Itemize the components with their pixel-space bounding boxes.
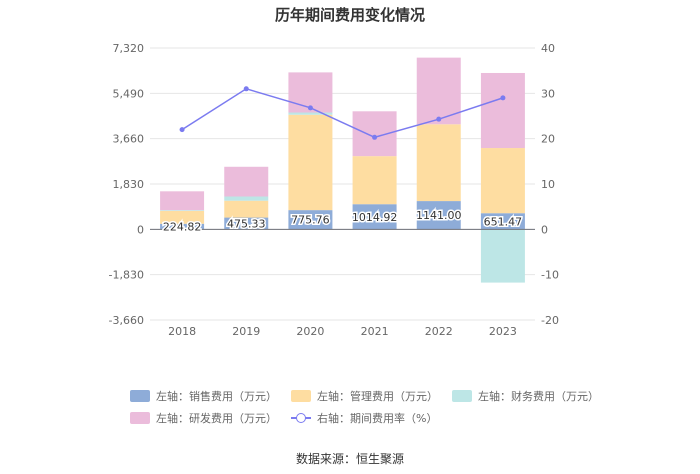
data-label-2020: 775.76 <box>291 214 330 227</box>
x-axis-ticks: 2018 2019 2020 2021 2022 2023 <box>168 325 517 338</box>
right-tick-label: 30 <box>541 87 555 100</box>
bar-2018-series-1 <box>160 210 205 224</box>
legend-item-admin[interactable]: 左轴：管理费用（万元） <box>291 388 438 404</box>
legend-item-rate[interactable]: 右轴：期间费用率（%） <box>291 410 437 426</box>
left-tick-label: -3,660 <box>109 314 144 327</box>
grid-lines <box>150 47 535 321</box>
left-tick-label: 5,490 <box>113 87 145 100</box>
rate-line <box>179 86 506 140</box>
left-tick-label: 1,830 <box>113 178 145 191</box>
bar-2019-series-2 <box>224 196 269 201</box>
left-axis-ticks: 7,320 5,490 3,660 1,830 0 -1,830 -3,660 <box>109 42 144 327</box>
x-tick-label-2020: 2020 <box>296 325 324 338</box>
bar-2019-series-1 <box>224 200 269 218</box>
left-tick-label: 7,320 <box>113 42 145 55</box>
legend-item-rnd[interactable]: 左轴：研发费用（万元） <box>130 410 277 426</box>
bar-2019-series-3 <box>224 166 269 197</box>
legend-swatch-rnd <box>130 412 150 424</box>
x-tick-label-2018: 2018 <box>168 325 196 338</box>
data-labels: 224.82 475.33 775.76 1014.92 1141.00 651.47 <box>161 208 523 235</box>
bar-2018-series-0 <box>160 223 205 230</box>
right-tick-label: 0 <box>541 223 548 236</box>
bar-2023-series-1 <box>480 148 525 214</box>
bar-2023-series-3 <box>480 72 525 149</box>
left-tick-label: 0 <box>137 223 144 236</box>
bar-group <box>160 57 525 283</box>
data-label-2023: 651.47 <box>484 215 523 228</box>
bar-2020-series-0 <box>288 210 333 230</box>
rate-point-2023 <box>500 95 506 101</box>
legend-label-finance: 左轴：财务费用（万元） <box>478 390 599 403</box>
legend-line-icon <box>291 412 311 424</box>
rate-point-2020 <box>307 105 313 111</box>
legend-item-sales[interactable]: 左轴：销售费用（万元） <box>130 388 277 404</box>
left-tick-label: 3,660 <box>113 133 145 146</box>
legend-item-finance[interactable]: 左轴：财务费用（万元） <box>452 388 599 404</box>
bar-2022-series-0 <box>416 201 461 230</box>
legend-label-rate: 右轴：期间费用率（%） <box>317 412 438 425</box>
rate-point-2019 <box>243 86 249 92</box>
data-label-2022: 1141.00 <box>416 209 462 222</box>
bar-2020-series-1 <box>288 114 333 211</box>
bar-2018-series-2 <box>160 210 205 211</box>
data-source: 数据来源：恒生聚源 <box>295 452 404 466</box>
bar-2022-series-3 <box>416 57 461 125</box>
right-tick-label: 40 <box>541 42 555 55</box>
x-tick-label-2022: 2022 <box>425 325 453 338</box>
right-tick-label: 10 <box>541 178 555 191</box>
left-tick-label: -1,830 <box>109 269 144 282</box>
bar-2023-series-0 <box>480 213 525 230</box>
bar-2023-series-2 <box>480 229 525 283</box>
rate-polyline <box>181 87 504 139</box>
legend-swatch-admin <box>291 390 311 402</box>
rate-point-2018 <box>179 127 185 133</box>
legend: 左轴：销售费用（万元） 左轴：管理费用（万元） 左轴：财务费用（万元） 左轴：研… <box>130 388 599 432</box>
legend-swatch-finance <box>452 390 472 402</box>
right-axis-ticks: 40 30 20 10 0 -10 -20 <box>541 42 559 327</box>
chart-svg: 224.82 475.33 775.76 1014.92 1141.00 651.47 7… <box>109 42 559 338</box>
bar-2022-series-1 <box>416 124 461 202</box>
rate-point-2021 <box>372 134 378 140</box>
rate-point-2022 <box>436 116 442 122</box>
bar-2021-series-1 <box>352 156 397 205</box>
bar-2019-series-0 <box>224 217 269 230</box>
legend-label-admin: 左轴：管理费用（万元） <box>317 390 438 403</box>
legend-label-sales: 左轴：销售费用（万元） <box>156 390 277 403</box>
right-tick-label: -10 <box>541 269 559 282</box>
legend-swatch-sales <box>130 390 150 402</box>
x-tick-label-2023: 2023 <box>489 325 517 338</box>
bar-2020-series-2 <box>288 112 333 115</box>
data-label-2021: 1014.92 <box>352 211 398 224</box>
legend-label-rnd: 左轴：研发费用（万元） <box>156 412 277 425</box>
x-tick-label-2019: 2019 <box>232 325 260 338</box>
x-tick-label-2021: 2021 <box>361 325 389 338</box>
data-label-2018: 224.82 <box>163 221 202 234</box>
bar-2021-series-0 <box>352 204 397 230</box>
bar-2018-series-3 <box>160 191 205 211</box>
data-label-2019: 475.33 <box>227 217 266 230</box>
right-tick-label: 20 <box>541 133 555 146</box>
right-tick-label: -20 <box>541 314 559 327</box>
chart-title: 历年期间费用变化情况 <box>274 6 425 24</box>
